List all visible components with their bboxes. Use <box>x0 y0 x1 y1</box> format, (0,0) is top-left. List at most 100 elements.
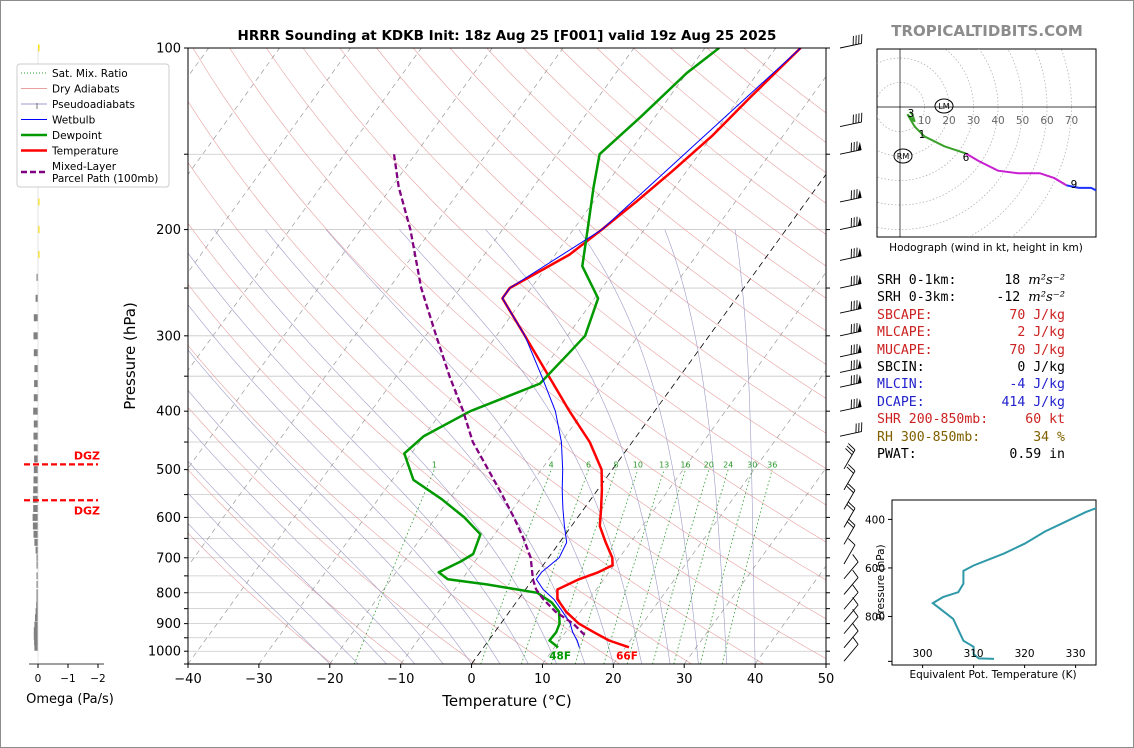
y-tick-label: 400 <box>156 405 181 420</box>
omega-bar <box>36 602 38 610</box>
stat-row: SHR 200-850mb: 60 kt <box>877 411 1077 428</box>
barb-pennant <box>857 141 862 151</box>
surface-temperature-label: 66F <box>616 650 638 662</box>
stat-row: SRH 0-3km: -12 m²s⁻² <box>877 289 1077 306</box>
skewt-profiles <box>392 48 802 649</box>
barb-shaft <box>843 592 859 610</box>
hodograph-height-label: 1 <box>919 129 926 141</box>
y-tick-label: 200 <box>156 223 181 238</box>
barb-feather <box>845 448 853 456</box>
legend-label-line: Dewpoint <box>52 130 102 142</box>
barb-shaft <box>839 431 862 437</box>
pseudoadiabat-line <box>578 229 699 664</box>
stat-number: -4 J/kg <box>1009 377 1065 393</box>
legend-label-line: Temperature <box>51 146 119 158</box>
mixing-ratio-label: 4 <box>549 461 554 470</box>
dry-adiabat-line <box>523 48 826 299</box>
pseudoadiabat-line <box>188 389 444 664</box>
pseudoadiabat-line <box>265 229 586 664</box>
dry-adiabat-line <box>188 283 621 664</box>
barb-shaft <box>839 283 862 289</box>
theta-e-y-tick-label: 600 <box>865 563 885 575</box>
wind-barb <box>843 584 859 610</box>
mixing-ratio-line <box>550 469 617 664</box>
isotherm-line <box>613 369 826 664</box>
barb-feather <box>852 609 859 618</box>
hodograph-ring-label: 40 <box>991 115 1004 127</box>
legend-label-line: Parcel Path (100mb) <box>52 173 158 185</box>
legend-label-line: Sat. Mix. Ratio <box>52 68 128 80</box>
dry-adiabat-line <box>302 48 826 506</box>
legend-label: Dewpoint <box>52 130 102 142</box>
stat-row: PWAT: 0.59 in <box>877 446 1077 463</box>
dry-adiabat-line <box>188 406 477 664</box>
mixing-ratio-line <box>721 469 773 664</box>
barb-feather <box>846 466 854 474</box>
stat-value: 70 J/kg <box>1009 307 1065 324</box>
wind-barb <box>839 247 862 261</box>
omega-bar <box>33 632 38 640</box>
stat-number: 60 kt <box>1025 412 1065 428</box>
wind-barb <box>839 216 862 231</box>
omega-bar <box>33 466 38 474</box>
barb-feather <box>846 445 854 453</box>
temperature-profile-line <box>501 48 802 649</box>
isotherm-line <box>329 48 777 664</box>
dry-adiabat-line <box>339 48 826 469</box>
omega-bar <box>33 432 38 440</box>
omega-bar <box>33 349 38 357</box>
omega-bar <box>38 226 40 234</box>
wind-barb <box>839 189 862 203</box>
pseudoadiabat-line <box>325 229 614 664</box>
omega-bar <box>34 455 38 463</box>
stat-unit: m²s⁻² <box>1028 273 1065 288</box>
pseudoadiabat-line <box>664 229 728 664</box>
y-axis-label: Pressure (hPa) <box>121 302 139 410</box>
wind-barb <box>839 422 863 437</box>
theta-e-y-label: Pressure (hPa) <box>875 544 887 619</box>
wind-barb <box>843 623 859 649</box>
isotherm-line <box>400 75 826 664</box>
pseudoadiabat-line <box>188 426 416 664</box>
pseudoadiabat-line <box>214 229 557 664</box>
wind-barb <box>839 374 862 388</box>
mixing-ratio-label: 6 <box>586 461 591 470</box>
barb-pennant <box>857 189 862 199</box>
pseudoadiabat-line <box>188 252 529 664</box>
wind-barb <box>839 398 862 412</box>
x-tick-label: 50 <box>818 672 835 687</box>
barb-pennant <box>857 323 862 333</box>
barb-pennant <box>857 344 862 354</box>
dgz-label: DGZ <box>74 449 100 462</box>
barb-pennant <box>857 300 862 310</box>
barb-shaft <box>843 630 859 649</box>
theta-e-y-tick-label: 800 <box>865 611 885 623</box>
hodograph-frame <box>876 48 1097 238</box>
barb-feather <box>852 584 859 593</box>
parcel-path-line <box>392 154 586 636</box>
mixing-ratio-line <box>652 469 710 664</box>
mixing-ratio-line <box>673 469 729 664</box>
barb-pennant <box>857 360 862 369</box>
mixing-ratio-label: 10 <box>633 461 643 470</box>
pseudoadiabat-line <box>188 492 359 664</box>
isotherm-line <box>188 48 635 664</box>
stat-label: MLCAPE: <box>877 325 933 341</box>
hodograph-plot: 10 20 30 40 50 60 70 13 6 9 LM RM <box>877 49 1096 237</box>
x-tick-label: 20 <box>605 672 622 687</box>
stat-row: MLCIN: -4 J/kg <box>877 376 1077 393</box>
pseudoadiabat-line <box>734 229 756 664</box>
stat-row: MUCAPE: 70 J/kg <box>877 342 1077 359</box>
barb-pennant <box>857 217 862 226</box>
y-tick-label: 500 <box>156 463 181 478</box>
dry-adiabat-line <box>376 48 826 434</box>
stat-number: 414 J/kg <box>1001 394 1065 410</box>
mixing-ratio-label: 20 <box>704 461 714 470</box>
omega-bar <box>35 546 38 554</box>
stat-row: MLCAPE: 2 J/kg <box>877 324 1077 341</box>
stat-number: 18 <box>1004 273 1021 288</box>
barb-shaft <box>843 604 859 622</box>
mixing-ratio-line <box>626 469 686 664</box>
theta-e-x-tick-label: 310 <box>964 648 984 660</box>
